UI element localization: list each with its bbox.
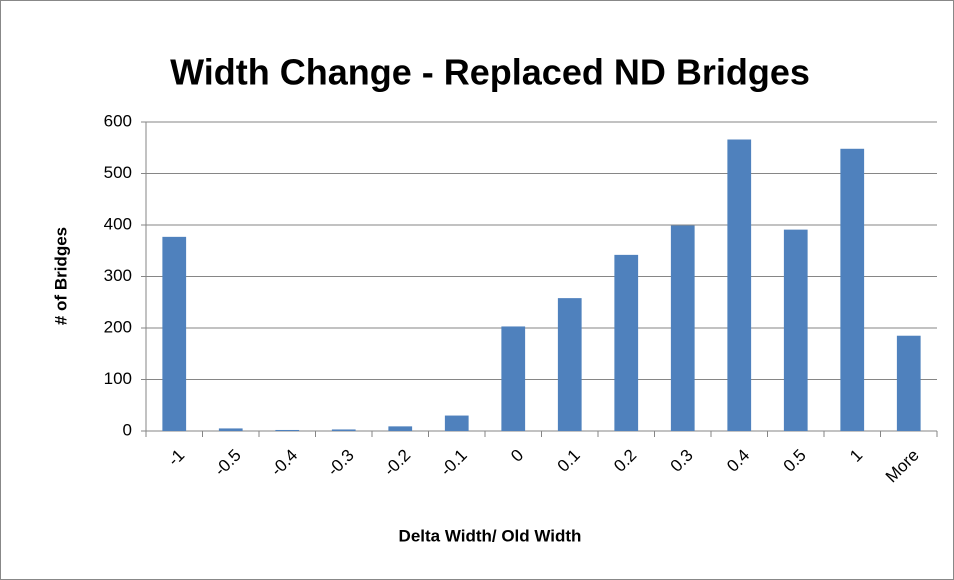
y-tick-label: 600 bbox=[104, 111, 132, 130]
bar bbox=[501, 326, 526, 431]
y-tick-label: 100 bbox=[104, 369, 132, 388]
bar bbox=[557, 298, 582, 431]
y-tick-label: 500 bbox=[104, 163, 132, 182]
bar bbox=[727, 139, 752, 431]
bar bbox=[218, 428, 243, 431]
y-tick-label: 200 bbox=[104, 317, 132, 336]
bar bbox=[670, 225, 695, 431]
bar bbox=[896, 335, 921, 431]
y-tick-label: 0 bbox=[123, 420, 132, 439]
chart-title: Width Change - Replaced ND Bridges bbox=[170, 52, 810, 93]
bar bbox=[331, 429, 356, 431]
y-tick-label: 300 bbox=[104, 266, 132, 285]
bar bbox=[840, 148, 865, 431]
bar bbox=[444, 415, 469, 431]
bar bbox=[162, 236, 187, 431]
y-axis-label: # of Bridges bbox=[51, 227, 70, 325]
bar bbox=[783, 229, 808, 431]
y-tick-label: 400 bbox=[104, 214, 132, 233]
x-axis-label: Delta Width/ Old Width bbox=[399, 526, 582, 545]
bar bbox=[614, 254, 639, 431]
bar bbox=[275, 429, 300, 431]
bar bbox=[388, 426, 413, 431]
